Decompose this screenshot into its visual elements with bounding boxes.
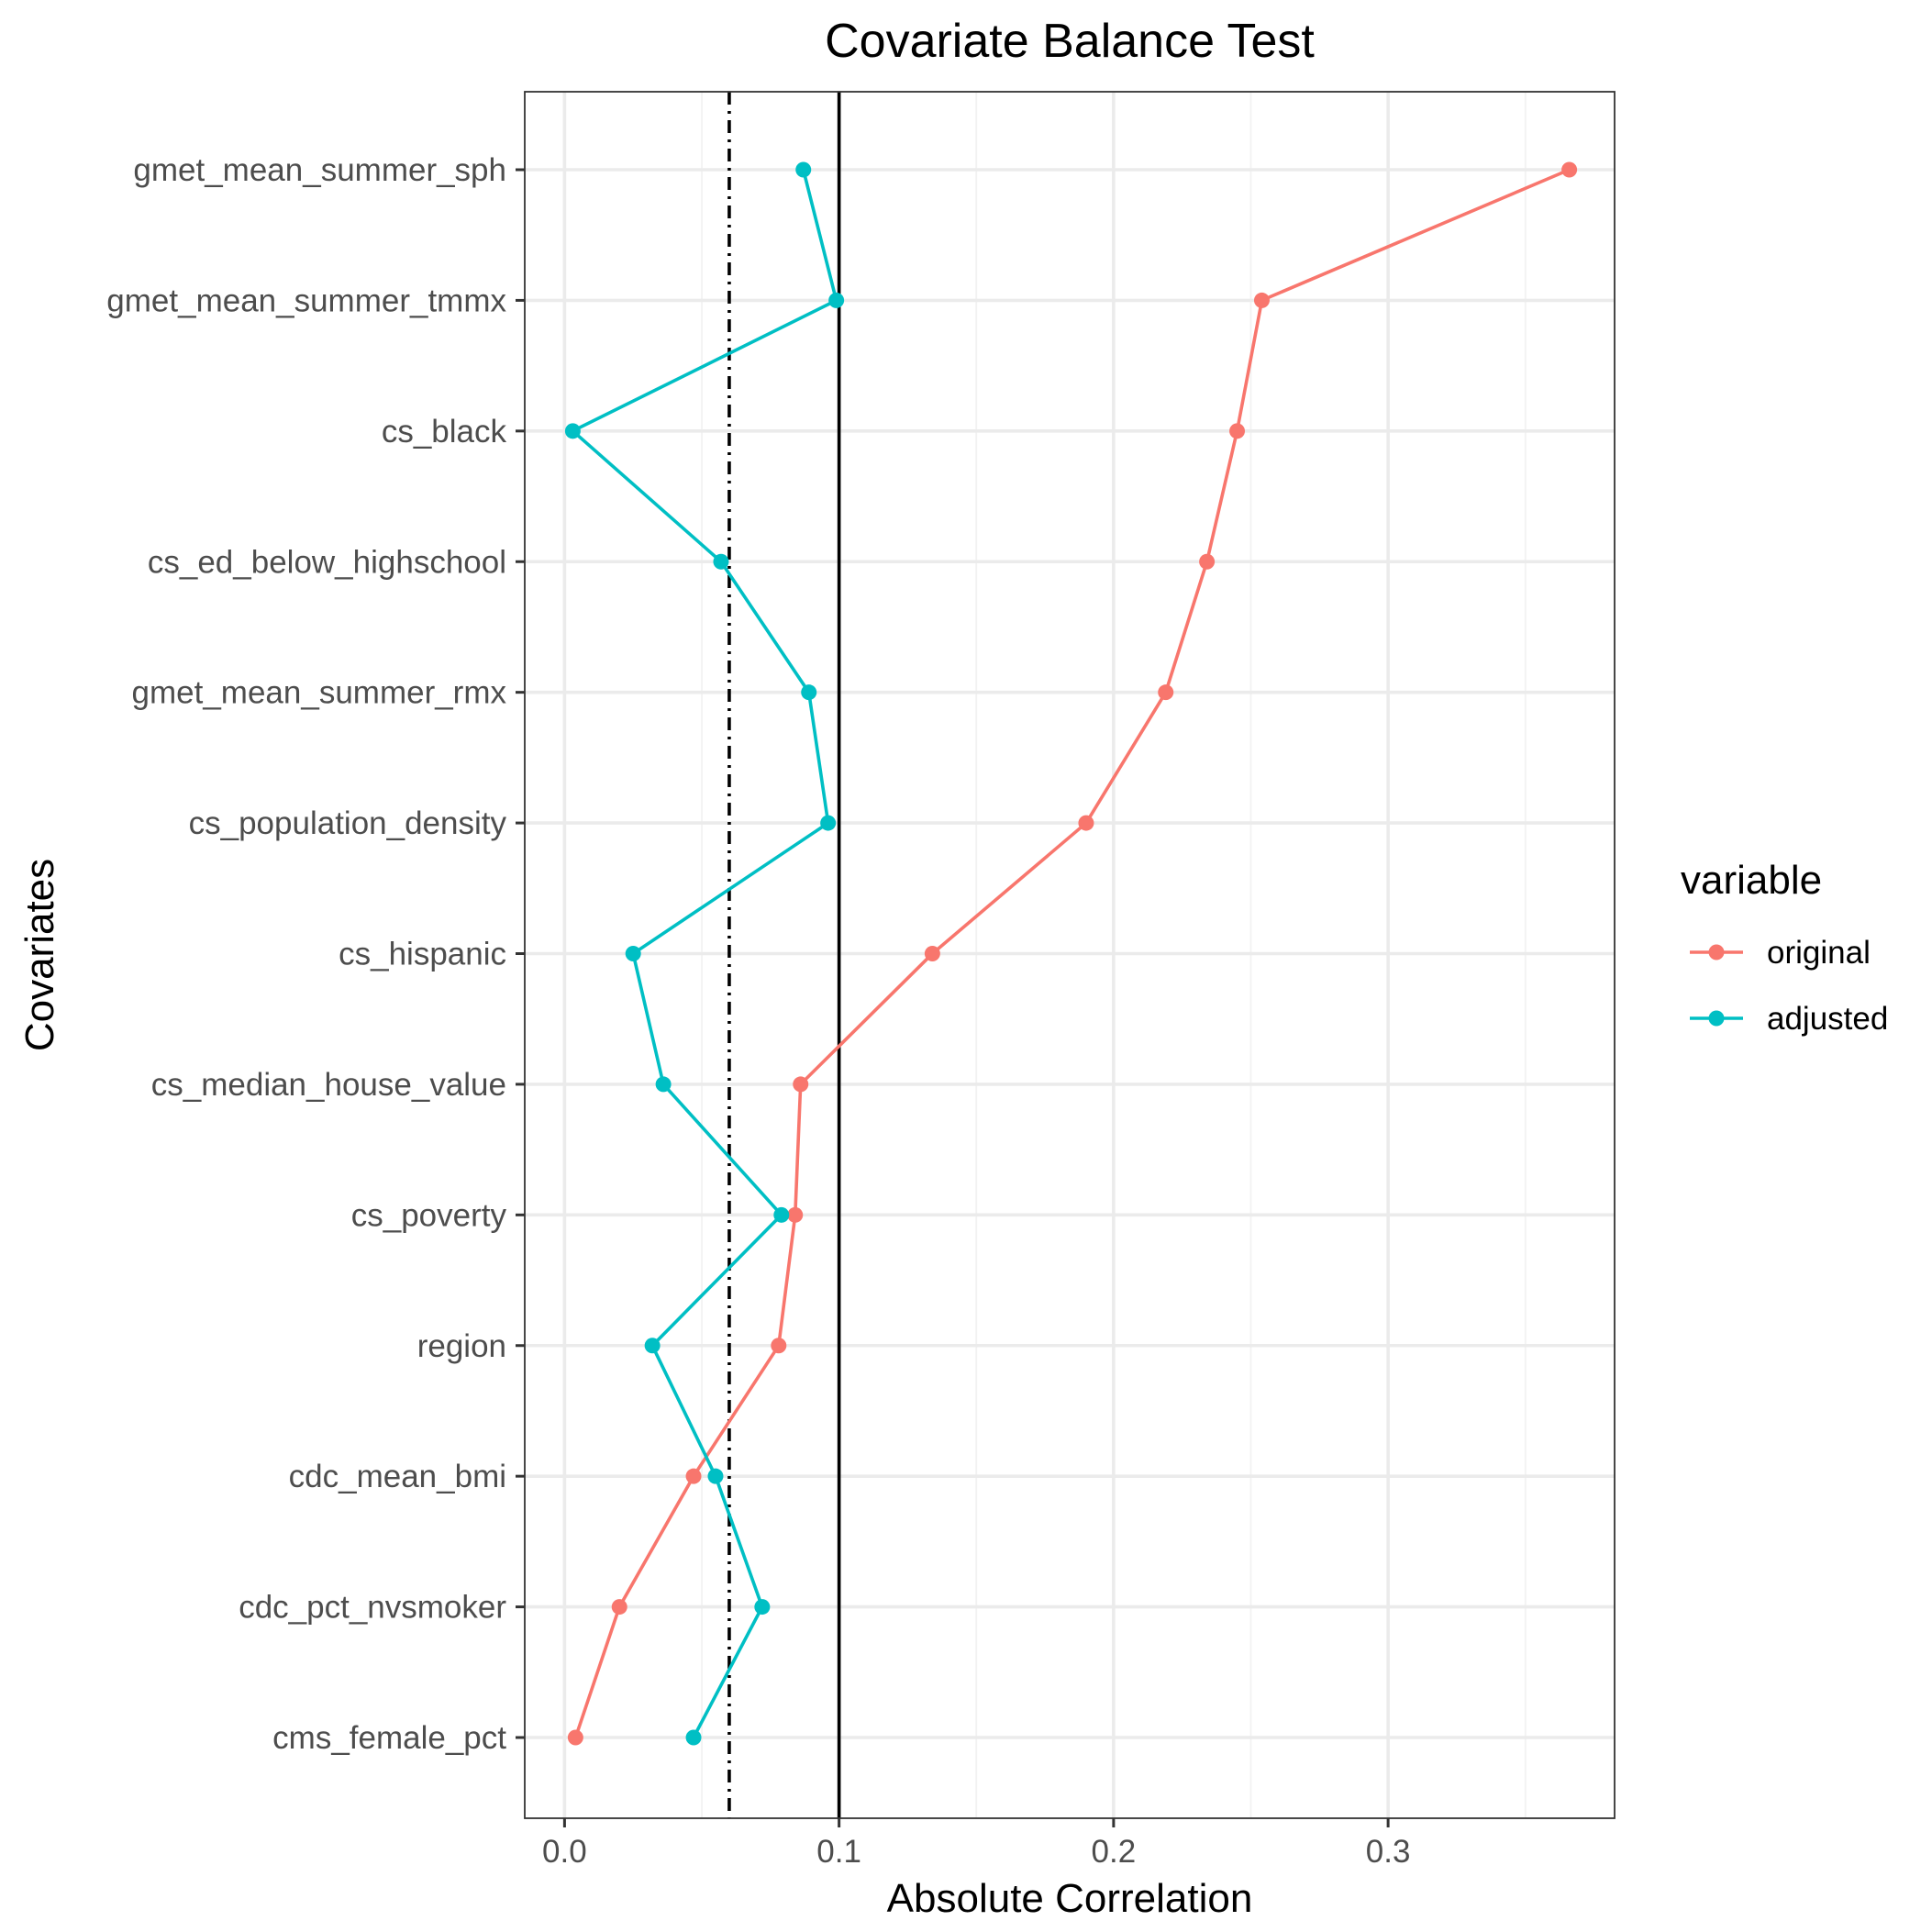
data-point-original (924, 946, 940, 961)
legend-label-adjusted: adjusted (1767, 1001, 1888, 1037)
grid-lines (525, 92, 1615, 1818)
data-point-original (787, 1206, 804, 1223)
y-tick-label: cs_median_house_value (151, 1067, 506, 1103)
data-point-adjusted (795, 161, 812, 178)
y-tick-label: region (417, 1328, 506, 1364)
y-tick-label: gmet_mean_summer_tmmx (106, 283, 506, 318)
data-point-adjusted (655, 1076, 672, 1093)
x-tick-label: 0.1 (816, 1834, 861, 1870)
y-tick-label: gmet_mean_summer_sph (133, 152, 506, 188)
data-point-adjusted (644, 1338, 661, 1354)
data-point-original (611, 1599, 627, 1616)
y-tick-label: cs_poverty (351, 1197, 507, 1233)
data-point-adjusted (828, 292, 845, 308)
y-tick-label: cms_female_pct (272, 1720, 506, 1756)
reference-lines (727, 92, 841, 1818)
legend-entries: original adjusted (1690, 935, 1888, 1037)
data-point-adjusted (820, 815, 837, 831)
y-tick-label: gmet_mean_summer_rmx (132, 675, 507, 711)
data-point-original (685, 1468, 702, 1484)
y-axis: gmet_mean_summer_sph gmet_mean_summer_tmm… (106, 152, 525, 1756)
x-tick-label: 0.0 (542, 1834, 587, 1870)
legend-key-point (1708, 1010, 1725, 1027)
y-tick-label: cdc_pct_nvsmoker (239, 1590, 506, 1626)
data-point-original (1158, 684, 1174, 701)
data-point-adjusted (685, 1729, 702, 1746)
y-tick-label: cdc_mean_bmi (289, 1459, 506, 1494)
data-series (564, 161, 1578, 1746)
data-point-original (793, 1076, 809, 1093)
x-tick-label: 0.2 (1092, 1834, 1137, 1870)
data-point-adjusted (625, 946, 641, 961)
y-tick-label: cs_ed_below_highschool (148, 544, 506, 580)
data-point-original (771, 1338, 787, 1354)
data-point-adjusted (773, 1206, 790, 1223)
data-point-adjusted (713, 553, 729, 570)
legend-entry-adjusted: adjusted (1690, 1001, 1888, 1037)
chart-title: Covariate Balance Test (825, 15, 1315, 68)
series-original (567, 161, 1578, 1746)
data-point-adjusted (564, 423, 581, 439)
legend-label-original: original (1767, 935, 1871, 971)
data-point-adjusted (754, 1599, 771, 1616)
legend: variable original adjusted (1681, 858, 1888, 1037)
data-point-original (1199, 553, 1216, 570)
data-point-original (567, 1729, 583, 1746)
x-axis: 0.0 0.1 0.2 0.3 (542, 1818, 1410, 1870)
legend-key-point (1708, 944, 1725, 960)
x-axis-title: Absolute Correlation (887, 1876, 1253, 1921)
y-tick-label: cs_hispanic (339, 937, 506, 972)
data-point-adjusted (801, 684, 817, 701)
y-tick-label: cs_black (382, 414, 507, 450)
data-point-original (1561, 161, 1578, 178)
data-point-adjusted (707, 1468, 724, 1484)
series-adjusted (564, 161, 845, 1746)
data-point-original (1078, 815, 1094, 831)
data-point-original (1229, 423, 1246, 439)
legend-title: variable (1681, 858, 1822, 903)
y-axis-title: Covariates (17, 859, 62, 1051)
data-point-original (1253, 292, 1270, 308)
x-tick-label: 0.3 (1366, 1834, 1411, 1870)
legend-entry-original: original (1690, 935, 1871, 971)
y-tick-label: cs_population_density (189, 805, 507, 841)
